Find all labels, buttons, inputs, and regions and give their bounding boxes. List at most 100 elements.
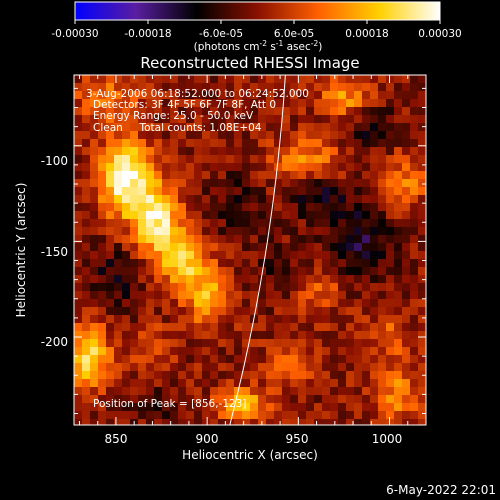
heatmap-cell (306, 419, 315, 425)
heatmap-cell (234, 179, 243, 188)
heatmap-cell (114, 323, 123, 332)
heatmap-cell (266, 235, 275, 244)
heatmap-cell (338, 123, 347, 132)
heatmap-cell (226, 355, 235, 364)
heatmap-cell (210, 83, 219, 92)
heatmap-cell (362, 235, 371, 244)
heatmap-cell (250, 139, 259, 148)
heatmap-cell (306, 371, 315, 380)
heatmap-cell (186, 363, 195, 372)
heatmap-cell (338, 91, 347, 100)
heatmap-cell (210, 403, 219, 412)
heatmap-cell (354, 187, 363, 196)
heatmap-cell (234, 147, 243, 156)
heatmap-cell (290, 371, 299, 380)
heatmap-cell (338, 107, 347, 116)
heatmap-cell (402, 363, 411, 372)
heatmap-cell (362, 347, 371, 356)
heatmap-cell (74, 267, 83, 276)
heatmap-cell (402, 107, 411, 116)
heatmap-cell (154, 195, 163, 204)
x-axis-label: Heliocentric X (arcsec) (182, 448, 318, 462)
heatmap-cell (154, 171, 163, 180)
heatmap-cell (82, 227, 91, 236)
heatmap-cell (170, 403, 179, 412)
heatmap-cell (266, 195, 275, 204)
heatmap-cell (98, 395, 107, 404)
heatmap-cell (258, 171, 267, 180)
heatmap-cell (226, 347, 235, 356)
heatmap-cell (314, 251, 323, 260)
heatmap-cell (138, 187, 147, 196)
heatmap-cell (194, 155, 203, 164)
heatmap-cell (154, 371, 163, 380)
heatmap-cell (146, 403, 155, 412)
heatmap-cell (74, 203, 83, 212)
heatmap-cell (274, 363, 283, 372)
heatmap-cell (258, 107, 267, 116)
heatmap-cell (170, 251, 179, 260)
heatmap-cell (274, 251, 283, 260)
heatmap-cell (242, 331, 251, 340)
heatmap-cell (362, 355, 371, 364)
heatmap-cell (402, 203, 411, 212)
heatmap-cell (186, 203, 195, 212)
heatmap-cell (346, 123, 355, 132)
heatmap-cell (202, 171, 211, 180)
heatmap-cell (226, 411, 235, 420)
heatmap-cell (250, 115, 259, 124)
heatmap-cell (146, 75, 155, 84)
heatmap-cell (122, 219, 131, 228)
heatmap-cell (274, 315, 283, 324)
heatmap-cell (154, 235, 163, 244)
heatmap-cell (242, 395, 251, 404)
heatmap-cell (146, 331, 155, 340)
heatmap-cell (410, 251, 419, 260)
heatmap-cell (242, 307, 251, 316)
heatmap-cell (218, 331, 227, 340)
heatmap-cell (234, 91, 243, 100)
heatmap-cell (210, 363, 219, 372)
heatmap-cell (122, 259, 131, 268)
heatmap-cell (282, 195, 291, 204)
heatmap-cell (370, 347, 379, 356)
heatmap-cell (234, 187, 243, 196)
heatmap-cell (202, 83, 211, 92)
heatmap-cell (74, 307, 83, 316)
heatmap-cell (194, 363, 203, 372)
heatmap-cell (226, 315, 235, 324)
heatmap-cell (178, 211, 187, 220)
heatmap-cell (218, 355, 227, 364)
heatmap-cell (330, 387, 339, 396)
heatmap-cell (82, 123, 91, 132)
heatmap-cell (402, 99, 411, 108)
heatmap-cell (410, 275, 419, 284)
heatmap-cell (314, 99, 323, 108)
heatmap-cell (146, 99, 155, 108)
heatmap-cell (354, 235, 363, 244)
heatmap-cell (378, 379, 387, 388)
heatmap-cell (298, 187, 307, 196)
heatmap-cell (274, 139, 283, 148)
heatmap-cell (322, 299, 331, 308)
heatmap-cell (410, 187, 419, 196)
heatmap-cell (258, 387, 267, 396)
heatmap-cell (90, 211, 99, 220)
heatmap-cell (82, 171, 91, 180)
heatmap-cell (74, 419, 83, 425)
heatmap-cell (226, 115, 235, 124)
heatmap-cell (178, 275, 187, 284)
heatmap-cell (98, 163, 107, 172)
heatmap-cell (162, 371, 171, 380)
heatmap-cell (106, 99, 115, 108)
heatmap-cell (114, 291, 123, 300)
heatmap-cell (250, 275, 259, 284)
heatmap-cell (338, 171, 347, 180)
heatmap-cell (418, 251, 426, 260)
heatmap-cell (130, 115, 139, 124)
heatmap-cell (362, 403, 371, 412)
heatmap-cell (274, 115, 283, 124)
heatmap-cell (418, 323, 426, 332)
heatmap-cell (338, 403, 347, 412)
heatmap-cell (138, 179, 147, 188)
